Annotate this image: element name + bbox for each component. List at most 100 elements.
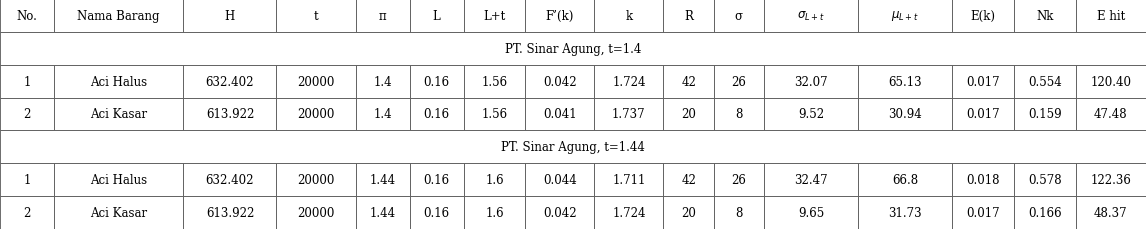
- Bar: [714, 0, 764, 33]
- Text: 9.52: 9.52: [798, 108, 824, 121]
- Text: No.: No.: [16, 10, 38, 23]
- Bar: [0, 196, 54, 229]
- Text: $\mu_{L+t}$: $\mu_{L+t}$: [892, 9, 919, 23]
- Bar: [1076, 65, 1146, 98]
- Text: 20: 20: [681, 206, 696, 219]
- Text: 1.724: 1.724: [612, 75, 645, 88]
- Text: 0.554: 0.554: [1028, 75, 1061, 88]
- Bar: [54, 196, 183, 229]
- Text: $\sigma_{L+t}$: $\sigma_{L+t}$: [798, 10, 825, 23]
- Text: Nama Barang: Nama Barang: [78, 10, 160, 23]
- Text: Aci Kasar: Aci Kasar: [91, 206, 148, 219]
- Bar: [1014, 164, 1076, 196]
- Bar: [355, 65, 409, 98]
- Bar: [183, 164, 276, 196]
- Text: H: H: [225, 10, 235, 23]
- Bar: [525, 196, 595, 229]
- Text: 1: 1: [23, 173, 31, 186]
- Text: 0.044: 0.044: [543, 173, 576, 186]
- Text: F’(k): F’(k): [545, 10, 574, 23]
- Text: 0.16: 0.16: [424, 75, 449, 88]
- Bar: [183, 0, 276, 33]
- Text: 0.018: 0.018: [966, 173, 1000, 186]
- Text: 26: 26: [731, 75, 746, 88]
- Text: 8: 8: [736, 108, 743, 121]
- Text: 1.44: 1.44: [369, 206, 395, 219]
- Bar: [858, 196, 952, 229]
- Bar: [952, 0, 1014, 33]
- Bar: [764, 196, 858, 229]
- Text: E(k): E(k): [971, 10, 996, 23]
- Bar: [54, 65, 183, 98]
- Bar: [1076, 98, 1146, 131]
- Text: Aci Kasar: Aci Kasar: [91, 108, 148, 121]
- Bar: [525, 65, 595, 98]
- Text: 0.042: 0.042: [543, 75, 576, 88]
- Text: 2: 2: [23, 206, 31, 219]
- Text: 0.16: 0.16: [424, 108, 449, 121]
- Bar: [525, 0, 595, 33]
- Text: 1.6: 1.6: [485, 206, 504, 219]
- Text: 20000: 20000: [297, 75, 335, 88]
- Text: 120.40: 120.40: [1090, 75, 1131, 88]
- Bar: [1076, 0, 1146, 33]
- Text: 122.36: 122.36: [1090, 173, 1131, 186]
- Bar: [276, 98, 355, 131]
- Bar: [525, 98, 595, 131]
- Text: 1.6: 1.6: [485, 173, 504, 186]
- Text: 0.042: 0.042: [543, 206, 576, 219]
- Text: 1.737: 1.737: [612, 108, 645, 121]
- Bar: [714, 65, 764, 98]
- Text: 0.017: 0.017: [966, 108, 1000, 121]
- Text: 20000: 20000: [297, 206, 335, 219]
- Bar: [714, 196, 764, 229]
- Bar: [1014, 196, 1076, 229]
- Bar: [952, 98, 1014, 131]
- Bar: [952, 196, 1014, 229]
- Bar: [1076, 196, 1146, 229]
- Bar: [858, 65, 952, 98]
- Text: 2: 2: [23, 108, 31, 121]
- Bar: [664, 196, 714, 229]
- Text: 8: 8: [736, 206, 743, 219]
- Text: 42: 42: [681, 75, 696, 88]
- Bar: [595, 196, 664, 229]
- Text: 47.48: 47.48: [1094, 108, 1128, 121]
- Bar: [464, 0, 525, 33]
- Bar: [54, 164, 183, 196]
- Text: 632.402: 632.402: [205, 75, 254, 88]
- Text: Aci Halus: Aci Halus: [91, 75, 148, 88]
- Bar: [409, 65, 464, 98]
- Bar: [355, 164, 409, 196]
- Bar: [355, 98, 409, 131]
- Bar: [0, 164, 54, 196]
- Text: 0.16: 0.16: [424, 173, 449, 186]
- Bar: [355, 0, 409, 33]
- Bar: [0, 98, 54, 131]
- Text: 48.37: 48.37: [1094, 206, 1128, 219]
- Bar: [714, 164, 764, 196]
- Bar: [464, 65, 525, 98]
- Text: Aci Halus: Aci Halus: [91, 173, 148, 186]
- Text: R: R: [684, 10, 693, 23]
- Text: π: π: [379, 10, 386, 23]
- Text: 66.8: 66.8: [893, 173, 918, 186]
- Text: 0.017: 0.017: [966, 75, 1000, 88]
- Bar: [1014, 0, 1076, 33]
- Bar: [276, 164, 355, 196]
- Bar: [183, 65, 276, 98]
- Text: 20: 20: [681, 108, 696, 121]
- Text: 42: 42: [681, 173, 696, 186]
- Text: 32.47: 32.47: [794, 173, 827, 186]
- Bar: [525, 164, 595, 196]
- Text: 20000: 20000: [297, 108, 335, 121]
- Text: 0.578: 0.578: [1028, 173, 1061, 186]
- Bar: [858, 164, 952, 196]
- Text: 613.922: 613.922: [206, 108, 254, 121]
- Text: 0.017: 0.017: [966, 206, 1000, 219]
- Text: 9.65: 9.65: [798, 206, 824, 219]
- Bar: [0, 0, 54, 33]
- Text: PT. Sinar Agung, t=1.4: PT. Sinar Agung, t=1.4: [504, 43, 642, 56]
- Bar: [595, 0, 664, 33]
- Text: E hit: E hit: [1097, 10, 1125, 23]
